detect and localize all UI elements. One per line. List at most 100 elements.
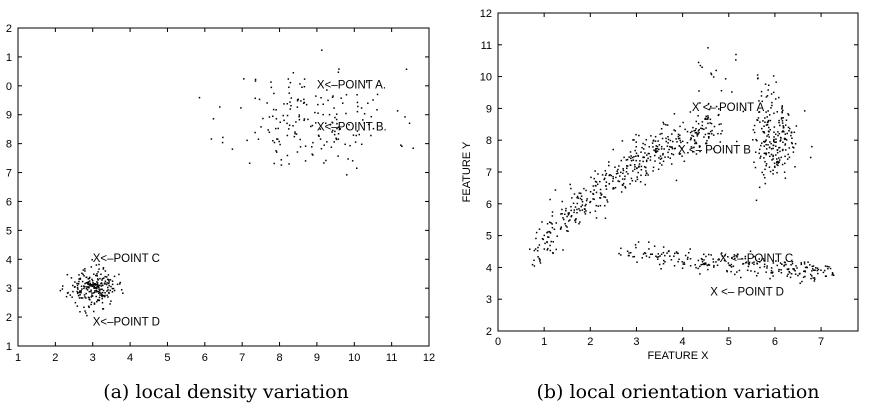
chart-b-point [608, 164, 610, 167]
chart-b-point [701, 260, 704, 263]
chart-b-point [764, 182, 767, 185]
chart-b-point [793, 131, 796, 134]
chart-b-point [652, 140, 655, 142]
chart-b-point [640, 174, 642, 177]
chart-b-point [612, 187, 615, 189]
chart-a-point [86, 281, 89, 284]
chart-a-point [292, 125, 294, 127]
chart-b-point [621, 178, 624, 180]
chart-b-point [734, 257, 736, 260]
chart-b-point [782, 125, 784, 127]
chart-b-point [823, 269, 826, 272]
chart-b-point [569, 219, 571, 221]
chart-a-point [95, 284, 97, 286]
chart-b-point [625, 159, 628, 161]
chart-b-point [817, 272, 819, 275]
chart-a-point [282, 114, 284, 117]
chart-b-point [548, 221, 551, 223]
chart-a-point [107, 289, 109, 291]
chart-b-point [549, 244, 551, 247]
chart-b-point [747, 262, 750, 265]
chart-b-point [634, 180, 637, 182]
chart-a-point [258, 98, 261, 101]
chart-a-point [66, 273, 69, 276]
chart-b-point [712, 261, 715, 263]
chart-b-point [767, 119, 770, 122]
chart-b-point [756, 263, 759, 265]
chart-a-point [254, 80, 257, 82]
chart-a-point [345, 174, 348, 176]
chart-b-point [584, 204, 586, 207]
chart-b-point [646, 154, 648, 156]
chart-a-point [363, 112, 366, 115]
chart-b-point [768, 146, 771, 149]
chart-b-point [608, 182, 611, 185]
chart-a-point [283, 103, 285, 105]
chart-a-point [295, 133, 298, 135]
chart-b-point [642, 156, 645, 158]
chart-b-point [763, 131, 765, 133]
chart-b-point [780, 271, 783, 274]
chart-b-point [712, 76, 715, 78]
chart-a-point [405, 68, 408, 71]
chart-a-point [337, 126, 340, 129]
chart-b-point [769, 170, 772, 173]
chart-a-point [81, 272, 83, 275]
chart-a-point [106, 290, 108, 292]
chart-b-point [764, 83, 767, 85]
chart-a-point [83, 285, 85, 287]
chart-b-point [660, 148, 663, 150]
chart-a-ytick-label: 1 [6, 341, 12, 353]
chart-b-point [734, 273, 736, 276]
chart-b-point [554, 189, 557, 191]
chart-a-point [273, 141, 276, 144]
chart-b-point [699, 273, 701, 275]
chart-b-point [784, 177, 787, 179]
chart-a-point [300, 100, 302, 102]
chart-b-point [680, 147, 683, 150]
chart-b-point [612, 180, 614, 182]
chart-a-point [356, 93, 358, 96]
chart-b-point [635, 141, 638, 143]
chart-a-point [333, 107, 335, 109]
chart-a-point [97, 279, 99, 281]
chart-a-point [331, 129, 334, 132]
chart-b-point [603, 177, 606, 180]
chart-b-point [549, 249, 552, 252]
chart-b-point [763, 125, 765, 127]
chart-b-point [803, 270, 805, 273]
chart-b-point [711, 133, 713, 135]
chart-b-point [596, 183, 599, 185]
chart-b-point [772, 169, 774, 172]
chart-b-point [762, 120, 764, 122]
chart-b-point [784, 162, 786, 165]
chart-a-point [85, 287, 88, 290]
chart-b-point [605, 172, 608, 175]
chart-b-point [761, 100, 763, 103]
chart-a-point [83, 306, 85, 309]
chart-b-point [765, 163, 768, 165]
chart-b-point [621, 140, 624, 142]
chart-b-point [666, 252, 668, 254]
chart-a-point [105, 283, 108, 286]
chart-b-point [612, 177, 614, 180]
chart-a-annotation: X<–POINT C [93, 253, 160, 265]
chart-b-point [804, 275, 806, 278]
chart-b-point [717, 114, 720, 117]
chart-b-point [784, 124, 787, 126]
chart-b-point [574, 206, 577, 208]
chart-a-point [326, 141, 328, 143]
chart-a-point [90, 285, 93, 287]
chart-b-point [577, 197, 579, 199]
chart-b-point [566, 230, 568, 232]
chart-b-point [781, 111, 783, 113]
chart-b-point [832, 273, 834, 275]
chart-a-point [108, 292, 110, 294]
chart-b-point [660, 253, 663, 255]
chart-b-point [659, 158, 662, 160]
chart-b-point [673, 113, 676, 115]
chart-a-point [303, 119, 305, 122]
chart-b-point [569, 183, 571, 186]
chart-a-point [358, 133, 360, 136]
